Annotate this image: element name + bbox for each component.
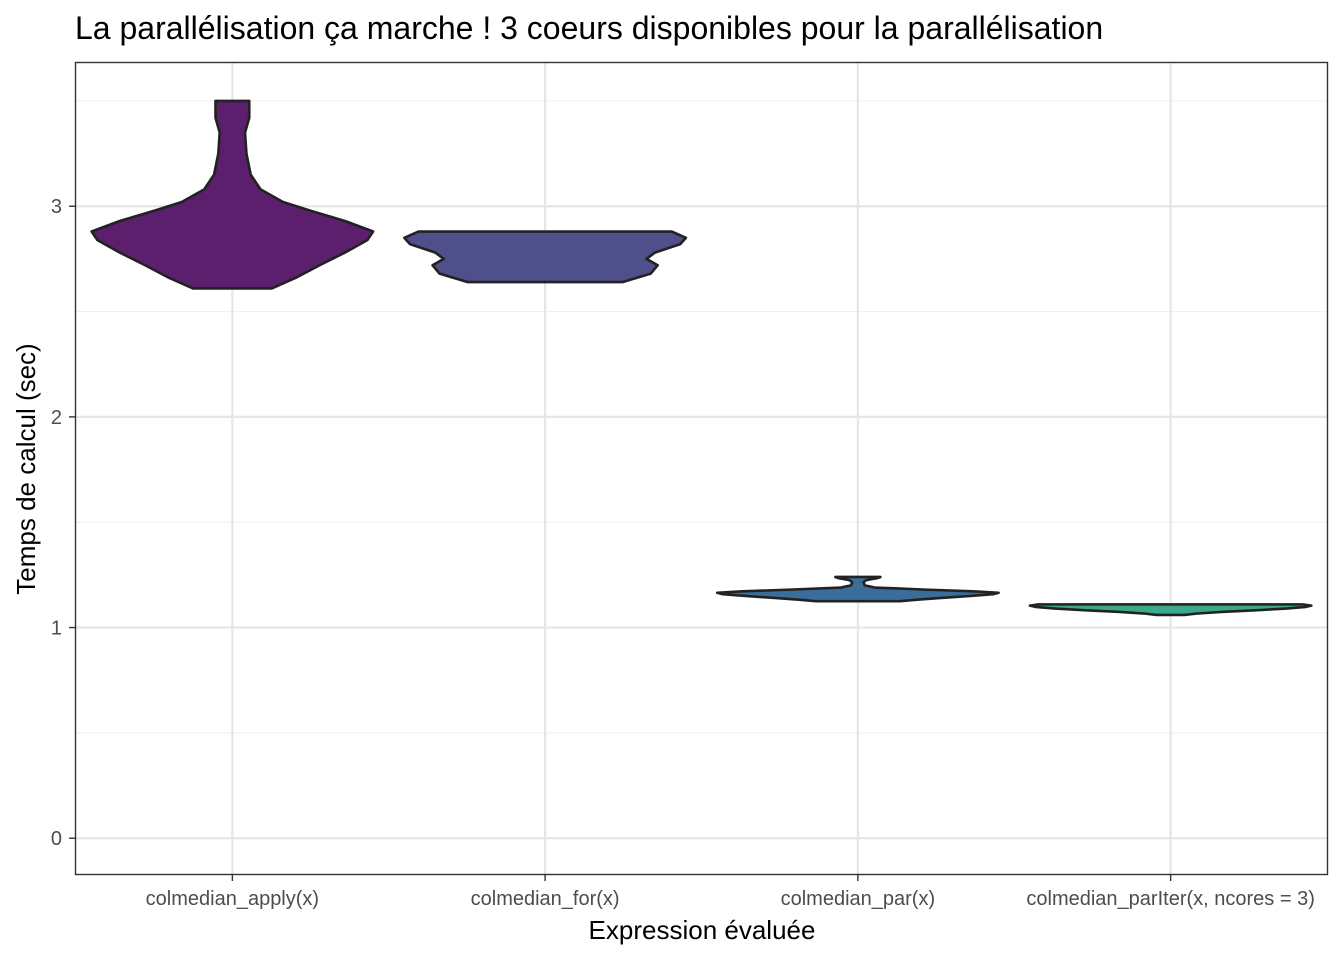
violin-3	[1028, 603, 1313, 617]
chart-title: La parallélisation ça marche ! 3 coeurs …	[75, 10, 1103, 46]
x-axis: colmedian_apply(x) colmedian_for(x) colmed…	[146, 874, 1315, 910]
x-tick-label-3: colmedian_parIter(x, ncores = 3)	[1026, 888, 1314, 910]
violin-1	[403, 230, 688, 284]
y-tick-label-1: 1	[51, 618, 62, 640]
y-axis-title: Temps de calcul (sec)	[11, 343, 41, 594]
y-tick-label-0: 0	[51, 828, 62, 850]
x-tick-label-0: colmedian_apply(x)	[146, 888, 319, 910]
violin-2	[715, 575, 1000, 603]
x-axis-title: Expression évaluée	[589, 915, 816, 945]
x-tick-label-1: colmedian_for(x)	[471, 888, 620, 910]
violin-0	[90, 99, 375, 290]
y-axis: 0 1 2 3	[51, 196, 76, 850]
violin-group	[90, 99, 1313, 617]
minor-gridlines	[76, 100, 1327, 734]
x-tick-label-2: colmedian_par(x)	[781, 888, 936, 910]
major-gridlines	[76, 63, 1327, 874]
y-tick-label-3: 3	[51, 196, 62, 218]
plot-panel-border	[74, 61, 1329, 876]
y-tick-label-2: 2	[51, 407, 62, 429]
